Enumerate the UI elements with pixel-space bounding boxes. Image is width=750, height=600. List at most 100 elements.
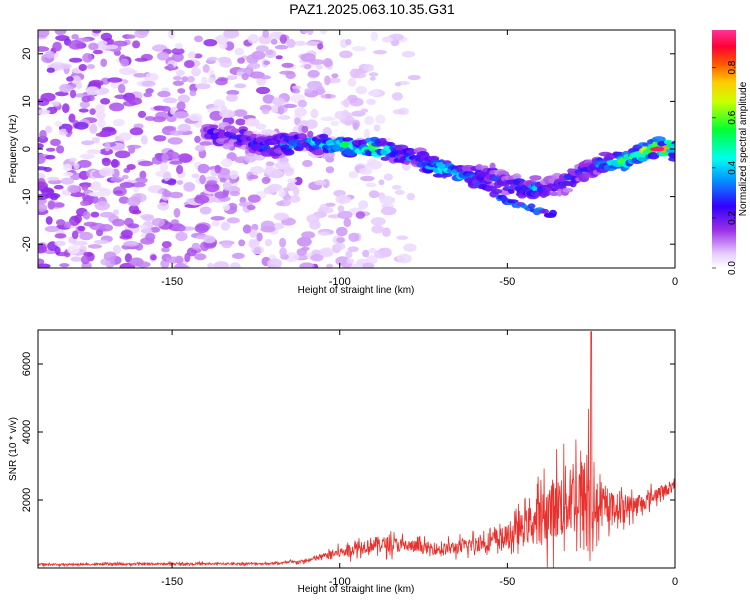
heatmap-cell	[279, 34, 287, 44]
heatmap-cell	[120, 58, 129, 67]
heatmap-ridge-cell	[283, 149, 295, 156]
heatmap-cell	[207, 262, 214, 268]
heatmap-cell	[151, 217, 165, 227]
x-tick-label: -150	[161, 276, 183, 288]
heatmap-cell	[306, 214, 320, 224]
heatmap-cell	[169, 160, 183, 165]
heatmap-cell	[38, 143, 44, 149]
spectrogram-x-ticks: -150 -100 -50 0	[161, 30, 678, 288]
heatmap-cell	[78, 64, 88, 71]
heatmap-cell	[219, 109, 236, 118]
heatmap-cell	[159, 162, 169, 172]
heatmap-cell	[294, 40, 306, 46]
heatmap-cell	[38, 155, 46, 165]
heatmap-cell	[68, 113, 76, 123]
heatmap-cell	[369, 76, 376, 81]
heatmap-cell	[90, 181, 102, 191]
heatmap-cell	[176, 101, 186, 111]
heatmap-cell	[119, 67, 135, 75]
heatmap-cell	[95, 132, 112, 138]
heatmap-cell	[229, 170, 239, 180]
heatmap-cell	[391, 92, 403, 101]
heatmap-cell	[221, 158, 233, 168]
heatmap-cell	[121, 174, 129, 180]
heatmap-cell	[101, 157, 111, 167]
heatmap-cell	[347, 94, 358, 103]
snr-x-ticks: -150 -100 -50 0	[161, 330, 678, 588]
heatmap-cell	[259, 75, 271, 80]
heatmap-cell	[392, 184, 402, 190]
heatmap-cell	[246, 54, 259, 65]
heatmap-cell	[217, 56, 232, 64]
heatmap-cell	[187, 51, 196, 59]
heatmap-cell	[348, 232, 360, 242]
heatmap-cell	[150, 254, 157, 261]
heatmap-cell	[339, 50, 353, 59]
heatmap-cell	[128, 204, 140, 214]
heatmap-cell	[208, 69, 215, 75]
heatmap-cell	[355, 86, 367, 95]
heatmap-cell	[370, 31, 378, 42]
heatmap-cell	[362, 262, 375, 268]
heatmap-cell	[210, 216, 225, 221]
heatmap-ridge-cell	[241, 140, 251, 146]
heatmap-cell	[324, 75, 331, 86]
heatmap-cell	[100, 32, 113, 41]
heatmap-cell	[360, 175, 375, 182]
heatmap-cell	[370, 217, 386, 226]
heatmap-cell	[191, 242, 201, 251]
heatmap-cell	[65, 124, 73, 134]
heatmap-cell	[297, 99, 307, 108]
heatmap-cell	[311, 249, 321, 256]
heatmap-cell	[140, 135, 148, 145]
colorbar-tick-label: 0.8	[727, 60, 738, 74]
snr-panel: -150 -100 -50 0 2000 4000 6000 Height of stra…	[8, 329, 678, 595]
x-tick-label: -50	[499, 276, 515, 288]
heatmap-cell	[63, 172, 74, 177]
heatmap-cell	[375, 114, 386, 124]
heatmap-cell	[407, 74, 421, 81]
heatmap-cell	[79, 153, 95, 160]
heatmap-cell	[199, 174, 206, 185]
x-tick-label: 0	[672, 576, 678, 588]
colorbar-ticks: 0.0 0.2 0.4 0.6 0.8	[712, 60, 738, 275]
heatmap-cell	[73, 162, 80, 170]
heatmap-cell	[283, 103, 297, 109]
heatmap-cell	[304, 63, 312, 70]
heatmap-cell	[71, 34, 79, 40]
heatmap-cell	[90, 211, 100, 218]
heatmap-cell	[94, 104, 106, 114]
heatmap-ridge-cell	[199, 141, 212, 146]
heatmap-cell	[126, 34, 136, 39]
heatmap-cell	[59, 83, 72, 93]
heatmap-cell	[367, 90, 381, 97]
heatmap-cell	[133, 73, 147, 78]
heatmap-cell	[114, 150, 131, 159]
heatmap-cell	[267, 168, 284, 179]
heatmap-cell	[319, 203, 328, 212]
heatmap-cell	[91, 137, 101, 144]
heatmap-cell	[175, 69, 185, 76]
heatmap-cell	[188, 113, 203, 122]
heatmap-cell	[38, 109, 51, 115]
heatmap-cell	[45, 216, 53, 225]
heatmap-cell	[345, 250, 353, 259]
heatmap-cell	[315, 64, 324, 70]
heatmap-cell	[201, 76, 208, 85]
heatmap-secondary-cell	[540, 208, 549, 214]
heatmap-cell	[131, 182, 146, 188]
heatmap-ridge-cell	[647, 152, 660, 160]
heatmap-cell	[343, 98, 350, 108]
heatmap-cell	[203, 39, 218, 47]
heatmap-cell	[152, 116, 166, 123]
heatmap-cell	[360, 108, 369, 113]
heatmap-cell	[177, 123, 191, 132]
heatmap-cell	[137, 110, 147, 118]
heatmap-cell	[82, 211, 91, 220]
heatmap-cell	[334, 242, 346, 250]
heatmap-cell	[279, 237, 287, 248]
spectrogram-xlabel: Height of straight line (km)	[298, 285, 415, 296]
heatmap-cell	[113, 118, 125, 127]
heatmap-cell	[382, 36, 394, 43]
